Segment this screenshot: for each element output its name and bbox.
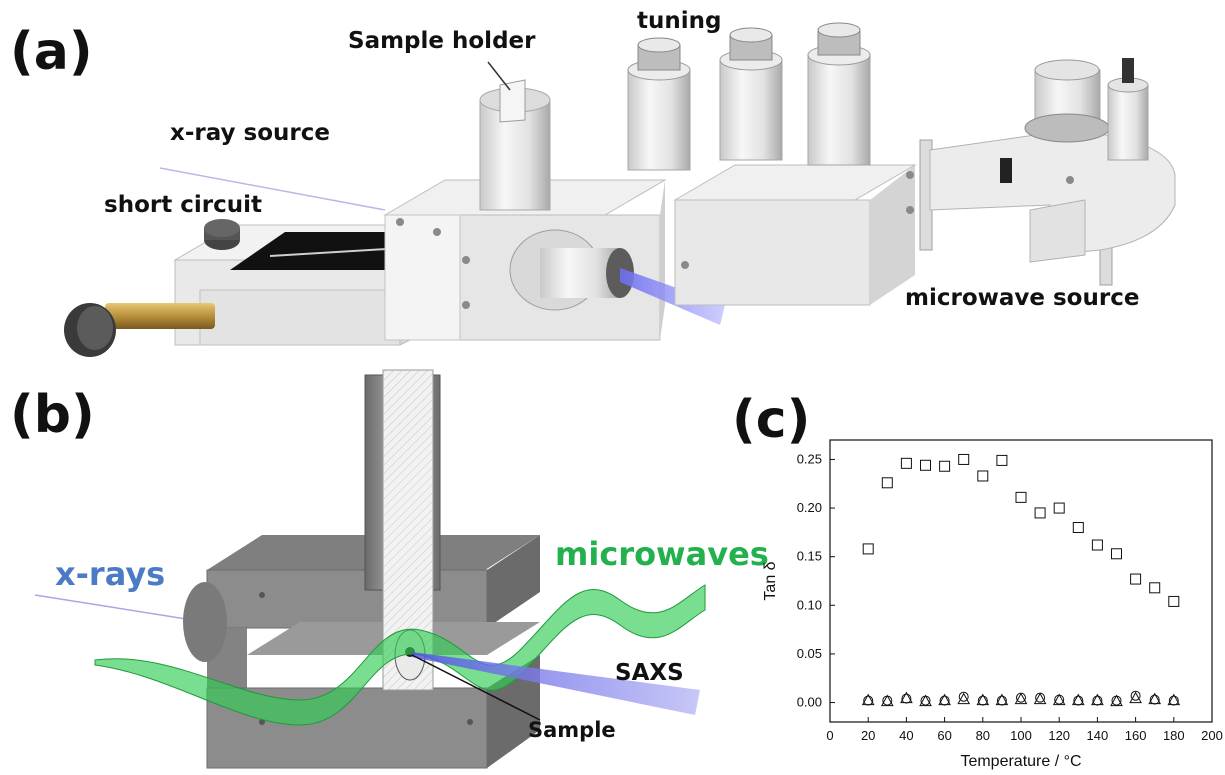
xray-line xyxy=(34,594,206,623)
y-tick-label: 0.15 xyxy=(797,549,822,564)
data-point-circle xyxy=(939,695,950,706)
data-point-square xyxy=(881,477,893,489)
apparatus-drawing xyxy=(64,22,1176,357)
data-point-square xyxy=(920,459,931,471)
data-point-circle xyxy=(958,691,969,702)
x-tick-label: 60 xyxy=(937,728,951,743)
callout-short-circuit: short circuit xyxy=(104,192,262,218)
callout-tuning: tuning xyxy=(637,8,722,34)
data-point-triangle xyxy=(1110,694,1123,707)
plot-frame xyxy=(829,439,1213,723)
data-point-square xyxy=(1168,595,1180,607)
data-point-circle xyxy=(1111,695,1122,706)
microwave-ribbon xyxy=(94,584,706,726)
data-point-square xyxy=(977,470,989,482)
callout-microwave-source: microwave source xyxy=(905,285,1140,311)
data-point-square xyxy=(1072,522,1084,534)
short-circuit-knob-icon xyxy=(204,219,240,237)
data-point-square xyxy=(1015,491,1027,503)
data-point-circle xyxy=(901,693,912,704)
brass-screw xyxy=(105,303,215,329)
data-point-square xyxy=(1149,582,1161,594)
x-tick-label: 80 xyxy=(976,728,990,743)
data-point-circle xyxy=(1149,694,1160,705)
data-point-triangle xyxy=(1129,691,1142,704)
cavity-cross-section xyxy=(34,369,706,769)
data-point-circle xyxy=(1073,695,1084,706)
y-axis-label: Tan δ xyxy=(762,561,779,600)
data-point-triangle xyxy=(957,692,971,705)
label-microwaves: microwaves xyxy=(555,535,769,573)
x-tick-label: 160 xyxy=(1125,728,1147,743)
panel-c-label: (c) xyxy=(732,390,811,450)
data-point-square xyxy=(1034,507,1046,519)
x-tick-label: 180 xyxy=(1163,728,1185,743)
y-tick-label: 0.05 xyxy=(797,646,822,661)
label-xrays: x-rays xyxy=(55,555,166,593)
x-tick-label: 120 xyxy=(1048,728,1070,743)
label-saxs: SAXS xyxy=(615,660,684,686)
y-tick-label: 0.00 xyxy=(797,695,822,710)
data-point-circle xyxy=(1168,695,1179,706)
data-point-circle xyxy=(977,695,988,706)
data-point-square xyxy=(996,454,1008,466)
data-point-square xyxy=(862,543,874,555)
y-tick-label: 0.25 xyxy=(797,451,822,466)
data-point-square xyxy=(939,460,951,472)
callout-sample-holder: Sample holder xyxy=(348,28,536,54)
data-point-triangle xyxy=(919,694,932,707)
saxs-beam xyxy=(412,652,700,715)
data-point-triangle xyxy=(1033,692,1047,705)
x-tick-label: 20 xyxy=(861,728,875,743)
data-point-circle xyxy=(863,695,874,706)
data-point-square xyxy=(1130,573,1142,585)
data-point-triangle xyxy=(1052,693,1066,706)
data-point-circle xyxy=(1035,692,1046,703)
data-point-circle xyxy=(1054,694,1065,705)
data-point-square xyxy=(1111,548,1122,560)
callout-xray-source: x-ray source xyxy=(170,120,330,146)
data-point-circle xyxy=(1092,695,1103,706)
x-tick-label: 100 xyxy=(1010,728,1032,743)
data-point-circle xyxy=(996,695,1007,706)
x-tick-label: 0 xyxy=(826,728,833,743)
data-point-square xyxy=(958,453,970,465)
sample-leader xyxy=(411,654,541,721)
panel-b-label: (b) xyxy=(10,385,95,445)
x-tick-label: 200 xyxy=(1201,728,1223,743)
data-point-square xyxy=(1053,502,1065,514)
xray-beam xyxy=(620,268,725,325)
x-tick-label: 140 xyxy=(1087,728,1109,743)
data-point-square xyxy=(900,457,912,469)
x-tick-label: 40 xyxy=(899,728,913,743)
data-point-triangle xyxy=(1014,692,1028,705)
panel-a-label: (a) xyxy=(10,22,93,82)
xray-source-leader xyxy=(159,167,386,211)
data-point-circle xyxy=(1016,692,1026,703)
data-point-circle xyxy=(920,695,931,706)
data-point-circle xyxy=(882,695,893,706)
y-tick-label: 0.20 xyxy=(797,500,822,515)
data-point-square xyxy=(1091,539,1103,551)
data-point-triangle xyxy=(880,694,894,707)
y-tick-label: 0.10 xyxy=(797,597,822,612)
data-point-circle xyxy=(1130,690,1141,701)
x-axis-label: Temperature / °C xyxy=(960,753,1081,770)
tuning-stubs xyxy=(627,22,871,171)
label-sample: Sample xyxy=(528,718,616,742)
